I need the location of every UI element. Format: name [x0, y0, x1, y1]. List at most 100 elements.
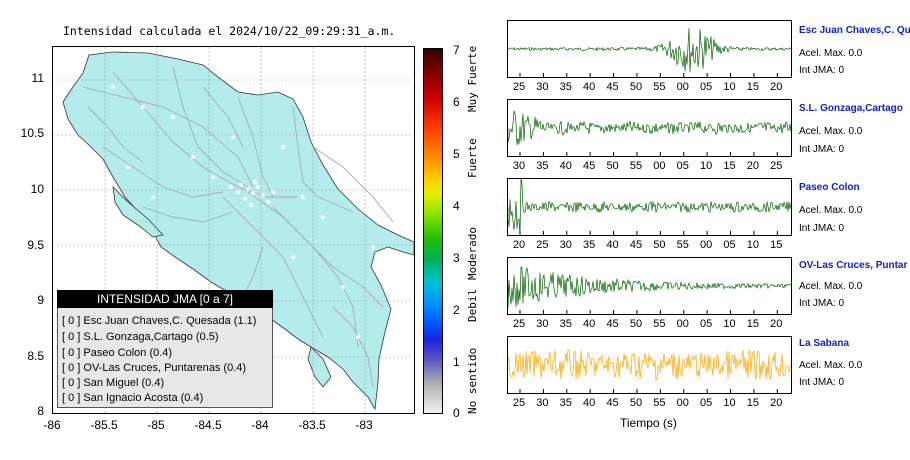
colorbar-tick: 1 [453, 355, 460, 369]
station-int: Int JMA: 0 [799, 377, 845, 388]
station-int: Int JMA: 0 [799, 298, 845, 309]
waveform-tick-label: 30 [536, 397, 549, 409]
waveform-tick-label: 20 [770, 81, 783, 93]
waveform-tick-label: 05 [723, 239, 736, 251]
legend-item: [ 0 ] OV-Las Cruces, Puntarenas (0.4) [62, 362, 247, 374]
station-name: La Sabana [799, 338, 850, 349]
waveform-panel [507, 257, 792, 315]
waveform-tick-label: 10 [723, 318, 736, 330]
waveform-tick-label: 25 [512, 318, 526, 330]
station-acel: Acel. Max. 0.0 [799, 281, 863, 292]
waveform-tick-label: 50 [653, 239, 666, 251]
waveform-tick-label: 50 [606, 160, 619, 172]
waveform-tick-label: 50 [629, 397, 643, 409]
legend-item: [ 0 ] S.L. Gonzaga,Cartago (0.5) [62, 331, 219, 343]
colorbar-tick: 7 [453, 43, 460, 57]
colorbar-tick: 6 [453, 95, 460, 109]
waveform-tick-label: 15 [746, 397, 760, 409]
station-name: Esc Juan Chaves,C. Qu [799, 25, 910, 36]
map-ytick: 11 [31, 71, 44, 85]
colorbar-tick: 0 [453, 406, 460, 420]
waveform-tick-label: 30 [536, 318, 549, 330]
waveform-tick-label: 15 [770, 239, 783, 251]
map-xtick: -83 [355, 418, 373, 432]
colorbar-tick: 2 [453, 303, 460, 317]
waveform-tick-label: 10 [723, 397, 736, 409]
waveform-tick-label: 25 [536, 239, 549, 251]
map-ytick: 9.5 [27, 238, 44, 252]
waveform-tick-label: 40 [559, 160, 572, 172]
legend-item: [ 0 ] Esc Juan Chaves,C. Quesada (1.1) [62, 315, 257, 327]
waveform-trace [508, 110, 791, 146]
waveform-tick-label: 05 [700, 318, 713, 330]
waveform-tick-label: 15 [746, 318, 760, 330]
waveform-tick-label: 25 [770, 160, 783, 172]
map-xtick: -83.5 [298, 418, 326, 432]
station-name: OV-Las Cruces, Puntar [799, 260, 908, 271]
waveform-tick-label: 05 [676, 160, 689, 172]
station-int: Int JMA: 0 [799, 223, 845, 234]
station-acel: Acel. Max. 0.0 [799, 48, 863, 59]
waveform-tick-label: 45 [606, 318, 619, 330]
intensity-colorbar [423, 48, 443, 414]
waveform-tick-label: 10 [723, 81, 736, 93]
waveform-tick-label: 35 [559, 318, 572, 330]
waveform-tick-label: 55 [653, 397, 666, 409]
waveform-tick-label: 30 [536, 81, 549, 93]
colorbar-label: No sentido [466, 347, 479, 414]
waveform-tick-label: 20 [770, 397, 783, 409]
waveform-tick-label: 55 [676, 239, 689, 251]
colorbar-tick: 5 [453, 147, 460, 161]
colorbar-label: Fuerte [466, 138, 479, 178]
waveform-tick-label: 20 [512, 239, 526, 251]
waveform-tick-label: 45 [583, 160, 596, 172]
waveform-tick-label: 50 [629, 81, 643, 93]
legend-item: [ 0 ] Paseo Colon (0.4) [62, 347, 173, 359]
waveform-tick-label: 45 [606, 397, 619, 409]
colorbar-label: Muy Fuerte [466, 45, 479, 112]
waveform-xlabel: Tiempo (s) [620, 416, 677, 430]
road-network [82, 66, 394, 388]
colorbar-tick: 4 [453, 199, 460, 213]
waveform-tick-label: 30 [559, 239, 572, 251]
map-xtick: -86 [43, 418, 61, 432]
waveform-trace [508, 28, 791, 73]
waveform-tick-label: 40 [606, 239, 619, 251]
waveform-panel [507, 336, 792, 394]
waveform-tick-label: 20 [770, 318, 783, 330]
station-name: S.L. Gonzaga,Cartago [799, 103, 903, 114]
map-ytick: 10.5 [20, 126, 44, 140]
costa-rica-land [62, 51, 414, 411]
station-acel: Acel. Max. 0.0 [799, 205, 863, 216]
waveform-tick-label: 10 [700, 160, 713, 172]
station-acel: Acel. Max. 0.0 [799, 360, 863, 371]
waveform-tick-label: 20 [746, 160, 760, 172]
waveform-tick-label: 00 [676, 397, 689, 409]
colorbar-label: Debil [466, 288, 479, 322]
waveform-tick-label: 40 [583, 81, 596, 93]
map-xtick: -85 [147, 418, 165, 432]
waveform-trace [508, 349, 791, 382]
waveform-tick-label: 35 [559, 397, 572, 409]
waveform-tick-label: 50 [629, 318, 643, 330]
waveform-tick-label: 55 [653, 81, 666, 93]
map-title: Intensidad calculada el 2024/10/22_09:29… [63, 24, 396, 38]
waveform-tick-label: 45 [629, 239, 643, 251]
station-markers [111, 85, 375, 339]
map-ytick: 10 [30, 182, 44, 196]
waveform-tick-label: 25 [512, 397, 526, 409]
waveform-panel [507, 178, 792, 236]
waveform-tick-label: 40 [583, 318, 596, 330]
waveform-panel [507, 20, 792, 78]
station-int: Int JMA: 0 [799, 65, 845, 76]
waveform-tick-label: 55 [653, 318, 666, 330]
waveform-tick-label: 40 [583, 397, 596, 409]
waveform-tick-label: 00 [676, 81, 689, 93]
waveform-panel [507, 99, 792, 157]
map-ytick: 8 [37, 404, 44, 418]
waveform-tick-label: 35 [559, 81, 572, 93]
station-acel: Acel. Max. 0.0 [799, 126, 863, 137]
waveform-tick-label: 25 [512, 81, 526, 93]
colorbar-tick: 3 [453, 251, 460, 265]
waveform-tick-label: 05 [700, 397, 713, 409]
